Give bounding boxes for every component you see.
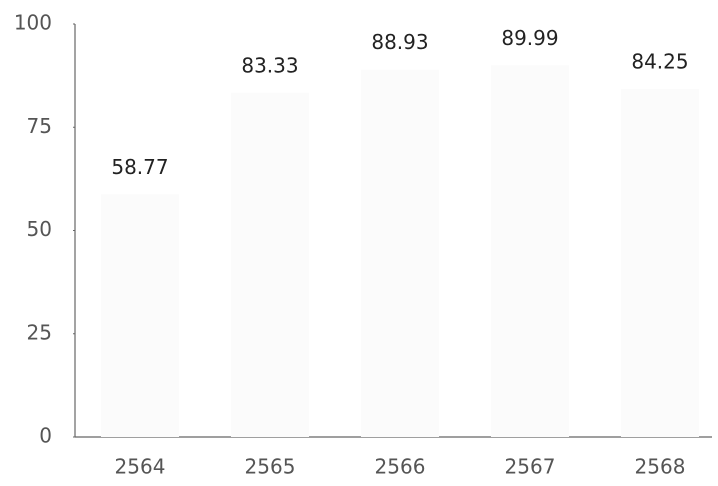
bar (361, 69, 439, 437)
y-tick-label: 75 (27, 114, 52, 138)
y-tick-label: 50 (27, 217, 52, 241)
bar (231, 92, 309, 437)
y-tick-label: 100 (14, 11, 52, 35)
value-label: 58.77 (111, 155, 168, 179)
bar (101, 194, 179, 437)
x-tick-label: 2565 (245, 455, 296, 479)
x-tick-label: 2567 (505, 455, 556, 479)
x-tick-label: 2564 (115, 455, 166, 479)
value-label: 88.93 (371, 30, 428, 54)
value-label: 89.99 (501, 26, 558, 50)
x-tick-label: 2566 (375, 455, 426, 479)
bar (491, 65, 569, 437)
y-tick-label: 0 (39, 424, 52, 448)
value-label: 84.25 (631, 50, 688, 74)
y-tick-label: 25 (27, 320, 52, 344)
bar (621, 89, 699, 438)
value-label: 83.33 (241, 53, 298, 77)
x-tick-label: 2568 (635, 455, 686, 479)
